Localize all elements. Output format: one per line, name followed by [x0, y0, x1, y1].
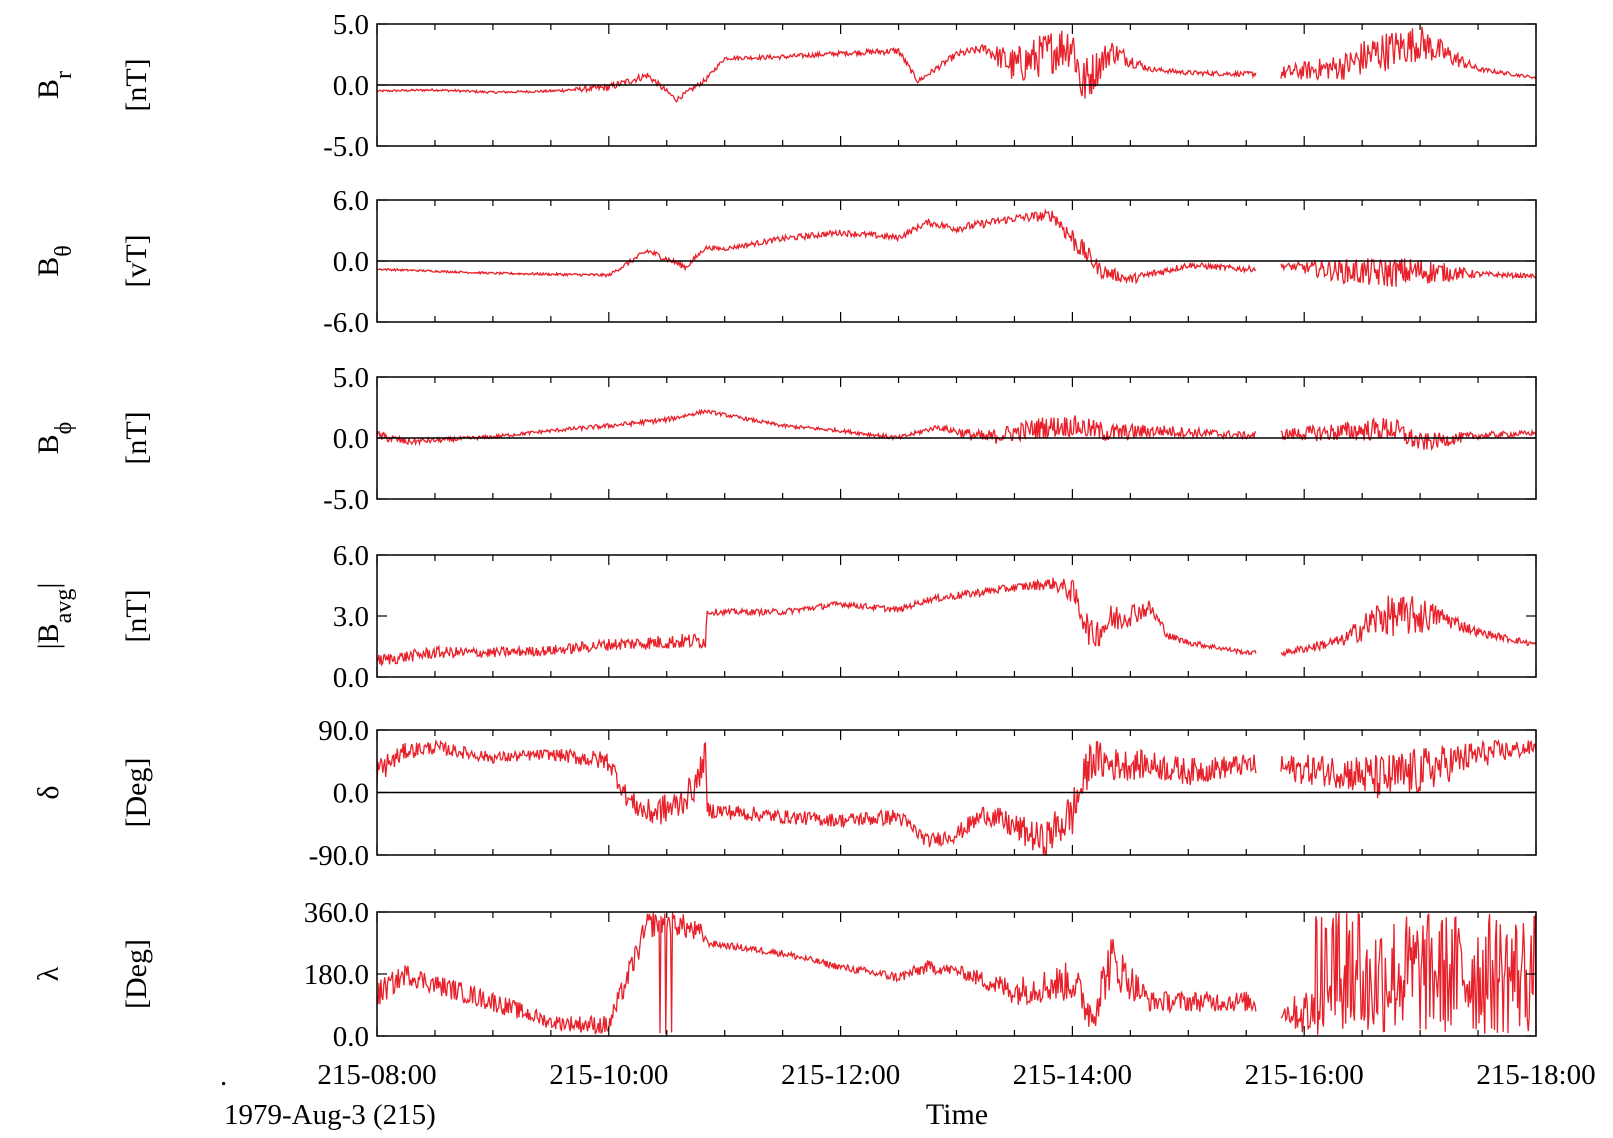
y-axis-label-br: Br	[32, 71, 77, 99]
x-axis: 215-08:00 215-10:00 215-12:00 215-14:00 215-…	[317, 1059, 1595, 1091]
frame-bavg	[376, 554, 1537, 678]
y-tick-label-lambda: 180.0	[304, 959, 369, 991]
panel-br: 5.0 0.0 -5.0 Br [nT]	[32, 9, 1537, 163]
panel-lambda: 360.0 180.0 0.0 λ [Deg]	[32, 897, 1537, 1053]
y-tick-label-bphi: -5.0	[323, 484, 369, 516]
panel-bphi: 5.0 0.0 -5.0 Bϕ [nT]	[32, 362, 1537, 516]
y-unit-label-bavg: [nT]	[120, 589, 153, 642]
y-unit-label-btheta: [vT]	[120, 234, 153, 287]
y-tick-label-bphi: 5.0	[333, 362, 369, 394]
panel-btheta: 6.0 0.0 -6.0 Bθ [vT]	[32, 185, 1537, 339]
x-tick-label: 215-18:00	[1476, 1059, 1595, 1091]
series-line-delta	[376, 738, 1537, 857]
y-unit-label-lambda: [Deg]	[120, 939, 153, 1009]
y-axis-label-bphi: Bϕ	[32, 422, 77, 455]
y-tick-label-delta: 0.0	[333, 778, 369, 810]
y-tick-label-lambda: 0.0	[333, 1021, 369, 1053]
y-axis-label-btheta: Bθ	[32, 245, 77, 277]
y-tick-label-bavg: 3.0	[333, 601, 369, 633]
x-tick-label: 215-12:00	[781, 1059, 900, 1091]
x-tick-label: 215-08:00	[317, 1059, 436, 1091]
y-tick-label-bavg: 0.0	[333, 662, 369, 694]
y-unit-label-br: [nT]	[120, 58, 153, 111]
y-tick-label-bavg: 6.0	[333, 540, 369, 572]
y-unit-label-bphi: [nT]	[120, 411, 153, 464]
y-tick-label-br: 5.0	[333, 9, 369, 41]
y-axis-label-lambda: λ	[32, 966, 65, 981]
date-label: 1979-Aug-3 (215)	[224, 1099, 436, 1131]
x-tick-label: 215-14:00	[1013, 1059, 1132, 1091]
x-tick-label: 215-10:00	[549, 1059, 668, 1091]
y-axis-label-delta: δ	[32, 785, 65, 799]
y-tick-label-btheta: -6.0	[323, 307, 369, 339]
x-tick-label: 215-16:00	[1245, 1059, 1364, 1091]
series-line-lambda	[376, 912, 1537, 1035]
x-axis-label: Time	[926, 1098, 988, 1131]
panel-bavg: 6.0 3.0 0.0 |Bavg| [nT]	[32, 540, 1537, 694]
series-line-br	[376, 26, 1537, 103]
y-tick-label-delta: 90.0	[318, 715, 369, 747]
y-axis-label-bavg: |Bavg|	[32, 583, 77, 650]
footer-mark: .	[220, 1060, 227, 1092]
y-unit-label-delta: [Deg]	[120, 758, 153, 828]
series-line-bphi	[376, 408, 1537, 452]
series-line-btheta	[376, 208, 1537, 287]
series-line-bavg	[376, 577, 1537, 667]
y-tick-label-br: -5.0	[323, 131, 369, 163]
y-tick-label-br: 0.0	[333, 70, 369, 102]
y-tick-label-btheta: 0.0	[333, 246, 369, 278]
y-tick-label-btheta: 6.0	[333, 185, 369, 217]
panels-group: 5.0 0.0 -5.0 Br [nT] 6.0 0.0 -6.0 Bθ [vT] 5.0 0.0 -5…	[32, 9, 1537, 1053]
y-tick-label-delta: -90.0	[309, 840, 369, 872]
y-tick-label-lambda: 360.0	[304, 897, 369, 929]
panel-delta: 90.0 0.0 -90.0 δ [Deg]	[32, 715, 1537, 872]
y-tick-label-bphi: 0.0	[333, 423, 369, 455]
